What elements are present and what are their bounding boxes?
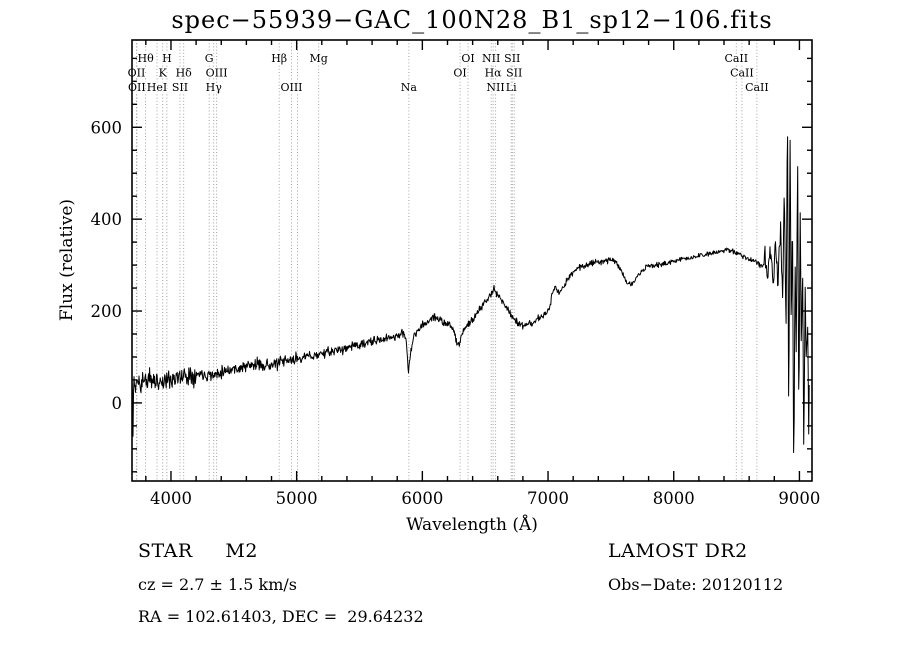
spectral-line-label: H [162, 52, 172, 65]
y-tick-label: 600 [91, 118, 123, 137]
spectral-line-label: NII [486, 81, 504, 94]
classification-text: STAR M2 [138, 540, 258, 562]
plot-title: spec−55939−GAC_100N28_B1_sp12−106.fits [171, 6, 772, 34]
spectrum-group [132, 136, 810, 454]
marker-lines-group [136, 40, 758, 481]
y-tick-label: 0 [112, 394, 123, 413]
spectral-line-label: Hα [485, 67, 503, 80]
spectral-line-label: SII [504, 52, 520, 65]
plot-frame [131, 39, 813, 482]
y-tick-label: 400 [91, 210, 123, 229]
y-axis-label: Flux (relative) [57, 199, 77, 321]
spectral-line-label: OIII [206, 67, 228, 80]
spectral-line-label: Li [506, 81, 517, 94]
x-tick-label: 6000 [401, 489, 443, 508]
spectral-line-label: SII [506, 67, 522, 80]
x-tick-label: 7000 [527, 489, 569, 508]
ticks-group [132, 40, 812, 481]
spectral-line-label: G [205, 52, 214, 65]
spectral-line-label: CaII [730, 67, 754, 80]
spectral-line-label: K [159, 67, 168, 80]
spectral-line-label: Mg [310, 52, 328, 65]
spectral-line-label: CaII [724, 52, 748, 65]
spectral-line-label: CaII [745, 81, 769, 94]
spectral-line-label: OII [128, 67, 146, 80]
cz-text: cz = 2.7 ± 1.5 km/s [138, 575, 297, 594]
tick-labels-group: 4000 5000 6000 7000 8000 9000 0 200 400 600 [91, 118, 821, 508]
spectral-line-label: OI [453, 67, 466, 80]
spectral-line-label: OI [461, 52, 474, 65]
x-tick-label: 8000 [653, 489, 695, 508]
spectral-line-label: OII [128, 81, 146, 94]
obs-date-text: Obs−Date: 20120112 [608, 575, 783, 594]
spectral-line-label: SII [172, 81, 188, 94]
x-tick-label: 4000 [150, 489, 192, 508]
y-tick-label: 200 [91, 302, 123, 321]
spectral-line-label: HeI [147, 81, 167, 94]
spectral-line-label: Hγ [206, 81, 223, 94]
spectral-line-label: NII [482, 52, 500, 65]
spectral-line-label: OIII [280, 81, 302, 94]
spectral-line-label: Na [401, 81, 418, 94]
ra-dec-text: RA = 102.61403, DEC = 29.64232 [138, 607, 424, 626]
x-axis-label: Wavelength (Å) [406, 514, 538, 535]
spectral-line-label: Hβ [271, 52, 287, 65]
spectral-line-label: Hδ [176, 67, 193, 80]
spectral-line-label: Hθ [137, 52, 154, 65]
x-tick-label: 5000 [276, 489, 318, 508]
survey-text: LAMOST DR2 [608, 540, 748, 562]
spectrum-curve [132, 136, 810, 454]
x-tick-label: 9000 [778, 489, 820, 508]
